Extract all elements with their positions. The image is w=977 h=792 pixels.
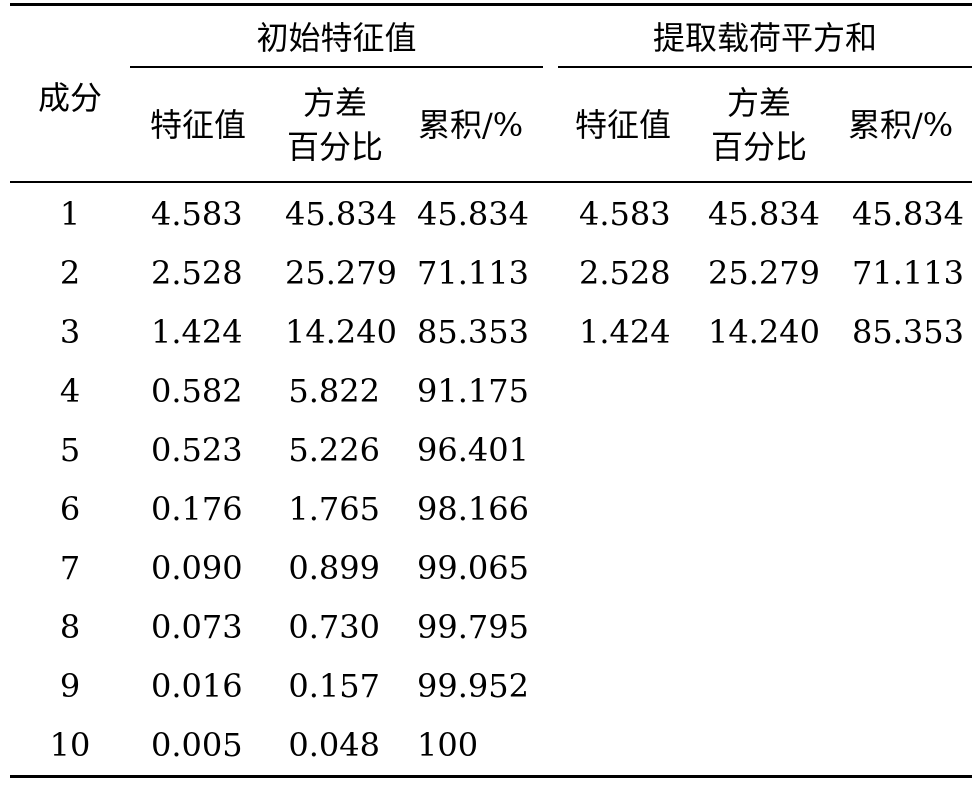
initial-cumulative-cell: 85.353 — [417, 313, 529, 351]
initial-eigenvalue-cell: 0.073 — [151, 608, 243, 646]
cumulative-header-unit: /% — [482, 106, 524, 144]
initial-group-rule — [130, 66, 543, 68]
initial-variance-cell: 0.899 — [288, 549, 380, 587]
initial-variance-header: 方差 百分比 — [280, 81, 390, 169]
initial-variance-cell: 5.226 — [288, 431, 380, 469]
initial-variance-cell: 0.048 — [288, 726, 380, 764]
initial-eigenvalue-cell: 0.582 — [151, 372, 243, 410]
initial-eigenvalue-cell: 0.016 — [151, 667, 243, 705]
initial-cumulative-cell: 91.175 — [417, 372, 529, 410]
component-cell: 8 — [59, 608, 81, 646]
initial-cumulative-header: 累积/% — [418, 103, 540, 147]
initial-variance-cell: 5.822 — [288, 372, 380, 410]
extraction-cumulative-cell: 71.113 — [852, 254, 964, 292]
table-bottom-rule — [10, 775, 972, 778]
initial-eigenvalue-cell: 4.583 — [151, 195, 243, 233]
extraction-eigenvalue-cell: 4.583 — [579, 195, 671, 233]
initial-cumulative-cell: 100 — [417, 726, 479, 764]
initial-variance-cell: 0.730 — [288, 608, 380, 646]
extraction-eigenvalue-cell: 1.424 — [579, 313, 671, 351]
extraction-variance-cell: 45.834 — [708, 195, 820, 233]
initial-cumulative-cell: 96.401 — [417, 431, 529, 469]
component-cell: 1 — [59, 195, 81, 233]
initial-variance-cell: 45.834 — [285, 195, 397, 233]
table-row: 4 0.582 5.822 91.175 — [10, 362, 972, 421]
component-cell: 10 — [49, 726, 91, 764]
table-row: 10 0.005 0.048 100 — [10, 716, 972, 775]
initial-variance-cell: 0.157 — [288, 667, 380, 705]
component-cell: 7 — [59, 549, 81, 587]
table-row: 1 4.583 45.834 45.834 4.583 45.834 45.83… — [10, 185, 972, 244]
initial-variance-cell: 25.279 — [285, 254, 397, 292]
initial-cumulative-cell: 71.113 — [417, 254, 529, 292]
extraction-eigenvalue-cell: 2.528 — [579, 254, 671, 292]
initial-eigenvalue-cell: 0.176 — [151, 490, 243, 528]
table-row: 3 1.424 14.240 85.353 1.424 14.240 85.35… — [10, 303, 972, 362]
table-row: 8 0.073 0.730 99.795 — [10, 598, 972, 657]
initial-cumulative-cell: 99.065 — [417, 549, 529, 587]
variance-header-line1: 方差 — [726, 84, 791, 122]
component-cell: 2 — [59, 254, 81, 292]
variance-header-line2: 百分比 — [710, 128, 807, 166]
initial-eigenvalue-cell: 2.528 — [151, 254, 243, 292]
initial-variance-cell: 1.765 — [288, 490, 380, 528]
extraction-variance-cell: 25.279 — [708, 254, 820, 292]
initial-cumulative-cell: 45.834 — [417, 195, 529, 233]
extraction-loadings-title: 提取载荷平方和 — [652, 19, 877, 57]
table-row: 5 0.523 5.226 96.401 — [10, 421, 972, 480]
initial-cumulative-cell: 98.166 — [417, 490, 529, 528]
extraction-variance-header: 方差 百分比 — [704, 81, 814, 169]
table-row: 2 2.528 25.279 71.113 2.528 25.279 71.11… — [10, 244, 972, 303]
table-row: 9 0.016 0.157 99.952 — [10, 657, 972, 716]
extraction-eigenvalue-header: 特征值 — [574, 106, 671, 144]
cumulative-header-unit: /% — [912, 106, 954, 144]
table-top-rule — [10, 3, 972, 6]
component-cell: 9 — [59, 667, 81, 705]
table-row: 6 0.176 1.765 98.166 — [10, 480, 972, 539]
component-cell: 6 — [59, 490, 81, 528]
initial-eigenvalue-cell: 0.523 — [151, 431, 243, 469]
extraction-cumulative-header: 累积/% — [848, 103, 970, 147]
initial-eigenvalue-cell: 0.090 — [151, 549, 243, 587]
initial-eigenvalue-header: 特征值 — [149, 106, 246, 144]
cumulative-header-word: 累积 — [848, 106, 913, 144]
initial-eigenvalues-title: 初始特征值 — [256, 19, 417, 57]
initial-cumulative-cell: 99.952 — [417, 667, 529, 705]
initial-cumulative-cell: 99.795 — [417, 608, 529, 646]
initial-eigenvalue-cell: 1.424 — [151, 313, 243, 351]
header-bottom-rule — [10, 181, 972, 183]
cumulative-header-word: 累积 — [418, 106, 483, 144]
extraction-group-rule — [558, 66, 972, 68]
component-cell: 4 — [59, 372, 81, 410]
component-header: 成分 — [38, 79, 103, 117]
extraction-cumulative-cell: 85.353 — [852, 313, 964, 351]
component-cell: 5 — [59, 431, 81, 469]
extraction-cumulative-cell: 45.834 — [852, 195, 964, 233]
extraction-variance-cell: 14.240 — [708, 313, 820, 351]
variance-header-line1: 方差 — [302, 84, 367, 122]
initial-variance-cell: 14.240 — [285, 313, 397, 351]
table-row: 7 0.090 0.899 99.065 — [10, 539, 972, 598]
initial-eigenvalue-cell: 0.005 — [151, 726, 243, 764]
component-cell: 3 — [59, 313, 81, 351]
variance-header-line2: 百分比 — [286, 128, 383, 166]
